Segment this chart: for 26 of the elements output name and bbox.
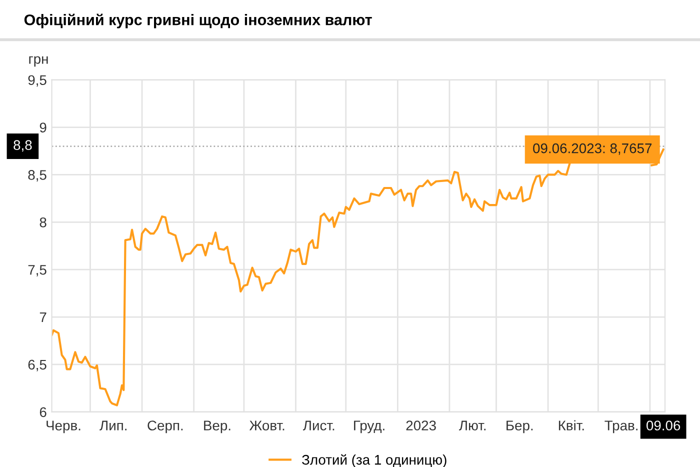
x-tick-label: Груд. bbox=[354, 420, 384, 434]
y-tick-label: 9,5 bbox=[28, 75, 46, 87]
annotation: 09.06.2023: 8,7657 bbox=[533, 143, 652, 155]
y-tick-label: 6,5 bbox=[28, 360, 46, 372]
y-tick-label: 8,5 bbox=[28, 170, 46, 182]
x-tick-label: Квіт. bbox=[558, 420, 584, 430]
x-tick-label: Трав. bbox=[604, 420, 638, 434]
x-tick-label: Черв. bbox=[46, 420, 80, 434]
legend-label: Злотий (за 1 одиницю) bbox=[302, 454, 446, 467]
x-tick-label: Вер. bbox=[204, 420, 230, 434]
y-tick-label: 8 bbox=[40, 217, 46, 228]
x-tick-label: Жовт. bbox=[249, 420, 284, 430]
chart-title: Офіційний курс гривні щодо іноземних валют bbox=[24, 14, 372, 28]
x-tick-label: Лип. bbox=[100, 420, 126, 430]
x-tick-label: Лют. bbox=[459, 420, 486, 430]
y-tick-label: 9 bbox=[40, 122, 46, 132]
y-axis-title: грн bbox=[29, 56, 48, 67]
x-tick-label: Бер. bbox=[506, 420, 533, 434]
x-tick-label: 2023 bbox=[406, 420, 436, 430]
y-tick-label: 7,5 bbox=[28, 265, 46, 276]
y-tick-label: 7 bbox=[40, 312, 46, 322]
y-tick-label: 6 bbox=[40, 407, 46, 418]
x-tick-label: Серп. bbox=[148, 420, 183, 434]
x-tick-label: Лист. bbox=[303, 420, 334, 430]
x-tick-label: 09.06 bbox=[646, 420, 680, 430]
ref-line-label: 8,8 bbox=[14, 140, 32, 152]
